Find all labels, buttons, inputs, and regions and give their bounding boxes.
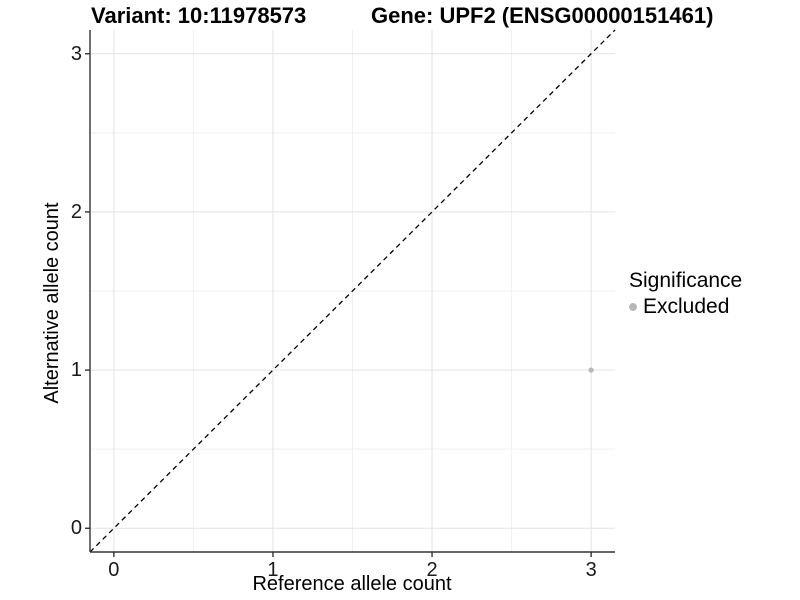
identity-dashed-line (89, 29, 616, 553)
y-tick-label: 2 (70, 200, 82, 223)
legend: Significance Excluded (629, 268, 742, 320)
x-axis-title: Reference allele count (252, 573, 452, 595)
y-tick-label: 0 (70, 517, 82, 540)
legend-item-label: Excluded (643, 295, 730, 318)
variant-title: Variant: 10:11978573 (91, 3, 307, 28)
y-tick-label: 3 (70, 42, 82, 65)
excluded-dot-icon (629, 303, 637, 311)
legend-title: Significance (629, 269, 743, 292)
gene-title: Gene: UPF2 (ENSG00000151461) (371, 3, 714, 28)
x-tick-label: 2 (426, 559, 438, 581)
x-tick-label: 0 (108, 559, 120, 581)
data-point (588, 367, 594, 373)
x-tick-label: 3 (585, 559, 597, 581)
legend-item-excluded: Excluded (629, 294, 742, 320)
x-tick-label: 1 (267, 559, 279, 581)
y-tick-label: 1 (70, 359, 82, 382)
